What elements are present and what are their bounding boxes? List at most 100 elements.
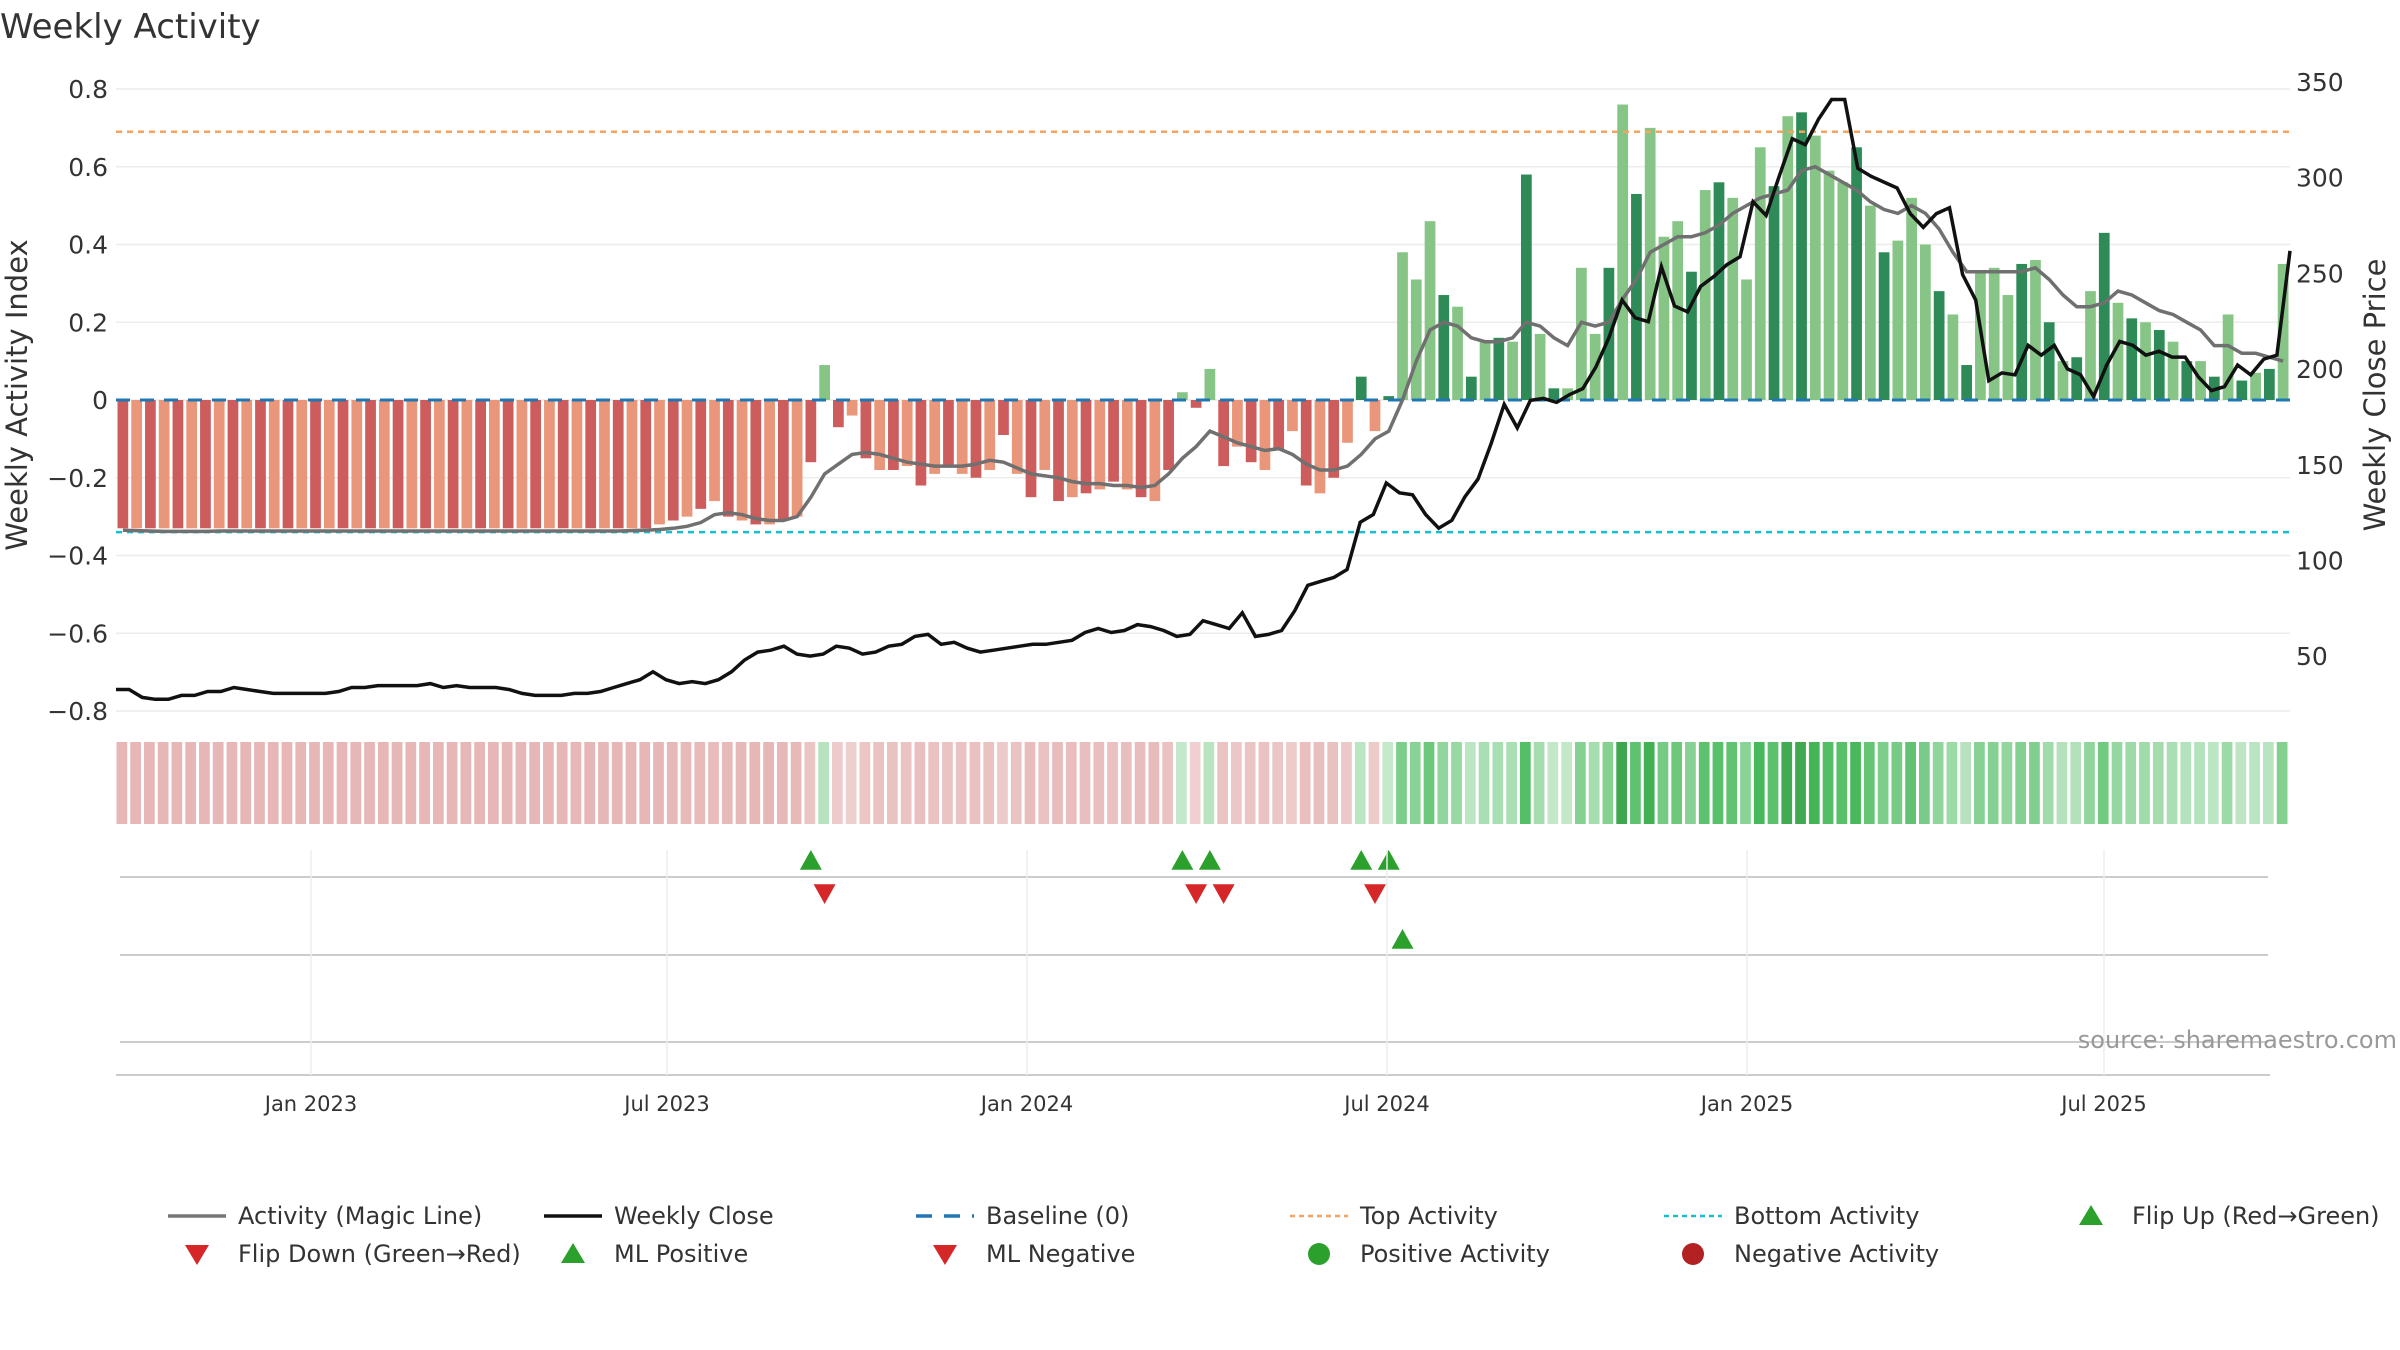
y-tick-label: 0.8 <box>68 75 108 104</box>
triangle-up-icon <box>2079 1205 2103 1225</box>
activity-bar <box>1259 400 1271 470</box>
series-lines <box>116 97 2292 702</box>
heat-strip-cell <box>1368 742 1380 824</box>
activity-bar <box>1080 400 1092 494</box>
heat-strip-cell <box>474 742 485 824</box>
activity-bar <box>1273 400 1285 451</box>
activity-bar <box>2112 302 2124 400</box>
activity-bar <box>1961 365 1973 400</box>
heat-strip-cell <box>776 742 788 824</box>
heat-strip-cell <box>2070 742 2082 824</box>
y-tick-label: −0.6 <box>47 619 108 648</box>
heat-strip-cell <box>1616 742 1628 824</box>
activity-bar <box>750 400 762 525</box>
heat-strip-cell <box>116 742 128 824</box>
activity-bar <box>1920 244 1931 400</box>
activity-bar <box>1988 267 2000 400</box>
activity-bar <box>2071 357 2083 400</box>
heat-strip-cell <box>1052 742 1063 824</box>
triangle-down-icon <box>933 1245 957 1265</box>
activity-bar <box>516 400 528 529</box>
heat-strip-cell <box>254 742 265 824</box>
flip-down-marker <box>1212 884 1235 904</box>
activity-bar <box>1108 400 1119 482</box>
weekly-close-line <box>116 97 2292 702</box>
x-tick-label: Jan 2024 <box>979 1092 1074 1116</box>
activity-bar <box>145 400 156 529</box>
activity-bar <box>846 400 858 416</box>
heat-strip-cell <box>2125 742 2137 824</box>
activity-bar <box>282 400 294 529</box>
heat-strip-cell <box>350 742 362 824</box>
legend-item: Flip Up (Red→Green) <box>2079 1202 2380 1230</box>
activity-bar <box>1039 400 1051 470</box>
heat-strip-cell <box>570 742 582 824</box>
heat-strip-cell <box>1822 742 1834 824</box>
heat-strip-cell <box>804 742 816 824</box>
activity-bar <box>888 400 899 470</box>
flip-up-marker <box>1171 850 1194 870</box>
legend: Activity (Magic Line) Weekly Close Baselin… <box>168 1202 2380 1268</box>
circle-icon <box>1682 1243 1704 1265</box>
circle-icon <box>1308 1243 1330 1265</box>
activity-bar <box>1355 376 1367 400</box>
heat-strip-cell <box>377 742 389 824</box>
heat-strip-cell <box>488 742 499 824</box>
heat-strip-cell <box>1767 742 1779 824</box>
heat-strip-cell <box>1561 742 1572 824</box>
heat-strip-cell <box>1506 742 1517 824</box>
legend-label: Negative Activity <box>1734 1240 1939 1268</box>
activity-bar <box>1397 252 1408 400</box>
activity-bar <box>213 400 225 529</box>
heat-strip-cell <box>1698 742 1710 824</box>
heat-strip-cell <box>419 742 430 824</box>
activity-bar <box>1452 306 1463 400</box>
legend-item: Activity (Magic Line) <box>168 1202 482 1230</box>
heat-strip-cell <box>2056 742 2068 824</box>
heat-strip-cell <box>1024 742 1036 824</box>
heat-strip-cell <box>1272 742 1284 824</box>
activity-bar <box>131 400 143 529</box>
activity-bar <box>929 400 941 474</box>
legend-item: Positive Activity <box>1308 1240 1550 1268</box>
activity-bar <box>984 400 996 470</box>
activity-bar <box>117 400 129 529</box>
activity-bar <box>1809 135 1821 400</box>
heat-strip-cell <box>460 742 472 824</box>
heat-strip-cell <box>226 742 238 824</box>
heat-strip-cell <box>955 742 967 824</box>
heat-strip-cell <box>1464 742 1476 824</box>
heat-strip-cell <box>887 742 898 824</box>
y-tick-label: 0 <box>92 386 108 415</box>
activity-bar <box>915 400 927 486</box>
y2-tick-label: 200 <box>2296 355 2344 384</box>
activity-bar <box>819 365 830 400</box>
heat-strip-cell <box>1079 742 1091 824</box>
y2-tick-label: 300 <box>2296 164 2344 193</box>
heat-strip-cell <box>1148 742 1160 824</box>
activity-bar <box>1218 400 1230 467</box>
activity-bar <box>475 400 486 529</box>
activity-bar <box>1576 267 1587 400</box>
activity-bar <box>1025 400 1037 498</box>
heat-strip-cell <box>666 742 678 824</box>
heat-strip-cell <box>1286 742 1297 824</box>
heat-strip-cell <box>144 742 155 824</box>
activity-bar <box>557 400 569 529</box>
x-tick-label: Jan 2023 <box>263 1092 358 1116</box>
activity-bar <box>1121 400 1133 490</box>
activity-bar <box>1053 400 1064 502</box>
heat-strip-cell <box>983 742 995 824</box>
activity-bar <box>2236 380 2248 400</box>
heat-strip-cell <box>763 742 774 824</box>
heat-strip-cell <box>515 742 527 824</box>
activity-bar <box>640 400 652 529</box>
y-tick-label: −0.8 <box>47 697 108 726</box>
activity-bar <box>227 400 239 529</box>
heat-strip-cell <box>405 742 417 824</box>
activity-bar <box>2222 314 2234 400</box>
activity-bar <box>998 400 1009 435</box>
heat-strip-cell <box>1299 742 1311 824</box>
legend-item: Weekly Close <box>544 1202 774 1230</box>
heat-strip-cell <box>584 742 596 824</box>
